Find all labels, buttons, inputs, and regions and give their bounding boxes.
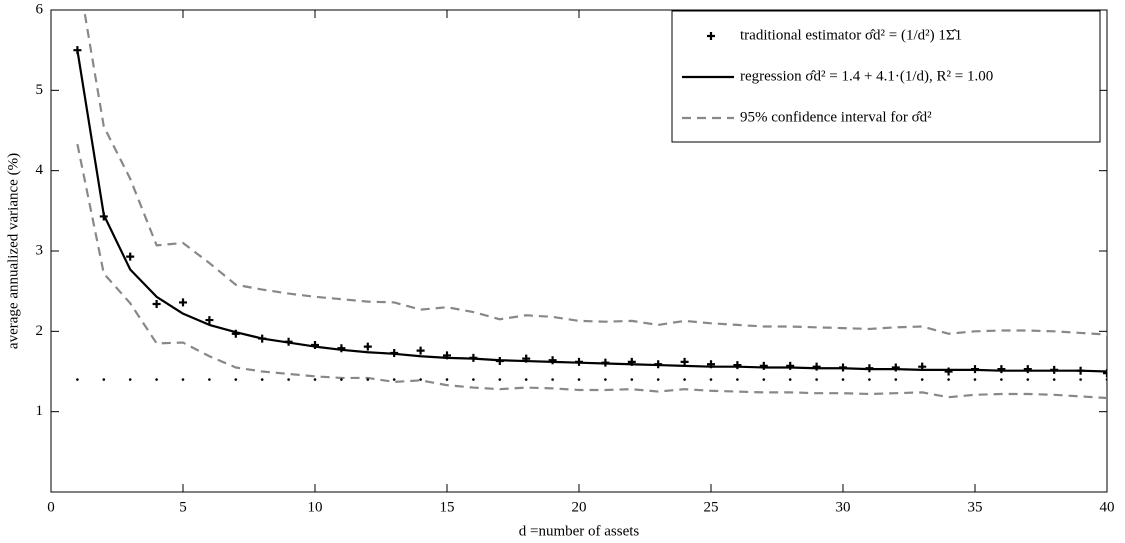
dot-marker	[260, 378, 264, 381]
dot-marker	[524, 378, 528, 381]
dot-marker	[366, 378, 370, 381]
x-tick-label: 25	[704, 499, 719, 515]
legend-box	[671, 10, 1101, 143]
dot-marker	[1105, 378, 1107, 381]
line	[76, 143, 1107, 400]
dot-marker	[762, 378, 766, 381]
dot-marker	[868, 378, 871, 381]
plus-marker	[126, 252, 135, 261]
x-tick-label: 10	[308, 499, 323, 515]
plus-marker	[205, 316, 214, 325]
y-axis-label: average annualized variance (%)	[5, 153, 21, 349]
dot-marker	[234, 378, 238, 381]
dot-marker	[445, 378, 449, 381]
dot-marker	[102, 378, 106, 381]
dot-marker	[656, 378, 660, 381]
dot-marker	[1052, 378, 1056, 381]
y-tick-label: 3	[36, 242, 44, 258]
plot-area	[73, 10, 1107, 400]
dot-marker	[340, 378, 343, 381]
dot-marker	[313, 378, 317, 381]
dot-marker	[841, 378, 845, 381]
dot-marker	[128, 378, 132, 381]
plus-marker	[416, 346, 425, 355]
plus-marker	[179, 298, 187, 307]
x-tick-label: 15	[440, 499, 455, 515]
dot-marker	[973, 378, 977, 381]
dot-marker	[155, 378, 158, 381]
dot-marker	[419, 378, 422, 381]
y-tick-label: 5	[36, 82, 44, 98]
dot-marker	[577, 378, 581, 381]
x-tick-label: 35	[968, 499, 983, 515]
dot-marker	[208, 378, 211, 381]
x-tick-label: 0	[47, 499, 55, 515]
dot-marker	[736, 378, 739, 381]
y-tick-label: 4	[36, 162, 44, 178]
dot-marker	[604, 378, 607, 381]
dot-marker	[287, 378, 290, 381]
dot-marker	[498, 378, 502, 381]
x-tick-label: 20	[572, 499, 587, 515]
dot-marker	[1026, 378, 1030, 381]
dot-marker	[1000, 378, 1003, 381]
plus-marker	[152, 300, 161, 309]
x-tick-label: 40	[1100, 499, 1115, 515]
plus-marker	[1103, 369, 1107, 378]
dot-marker	[815, 378, 818, 381]
y-tick-label: 2	[36, 323, 44, 339]
legend-label: traditional estimator σ̂d² = (1/d²) 1Σ̂1	[740, 27, 962, 43]
dot-marker	[709, 378, 713, 381]
plus-marker	[680, 357, 689, 366]
dot-marker	[947, 378, 950, 381]
dot-marker	[630, 378, 634, 381]
line	[76, 49, 1107, 373]
y-tick-label: 1	[36, 403, 44, 419]
dot-marker	[788, 378, 792, 381]
legend-label: regression σ̂d² = 1.4 + 4.1·(1/d), R² = …	[740, 68, 993, 84]
legend-label: 95% confidence interval for σ̂d²	[740, 109, 932, 125]
dot-marker	[551, 378, 554, 381]
dot-marker	[920, 378, 924, 381]
x-axis-label: d =number of assets	[519, 523, 640, 539]
dot-marker	[1079, 378, 1082, 381]
dot-marker	[683, 378, 686, 381]
x-tick-label: 5	[179, 499, 187, 515]
plus-marker	[363, 342, 372, 351]
dot-marker	[894, 378, 898, 381]
dot-marker	[392, 378, 396, 381]
y-tick-label: 6	[36, 1, 44, 17]
dot-marker	[472, 378, 475, 381]
line	[83, 10, 1107, 336]
x-tick-label: 30	[836, 499, 851, 515]
dot-marker	[76, 378, 79, 381]
dot-marker	[181, 378, 185, 381]
legend-marker	[707, 32, 715, 40]
